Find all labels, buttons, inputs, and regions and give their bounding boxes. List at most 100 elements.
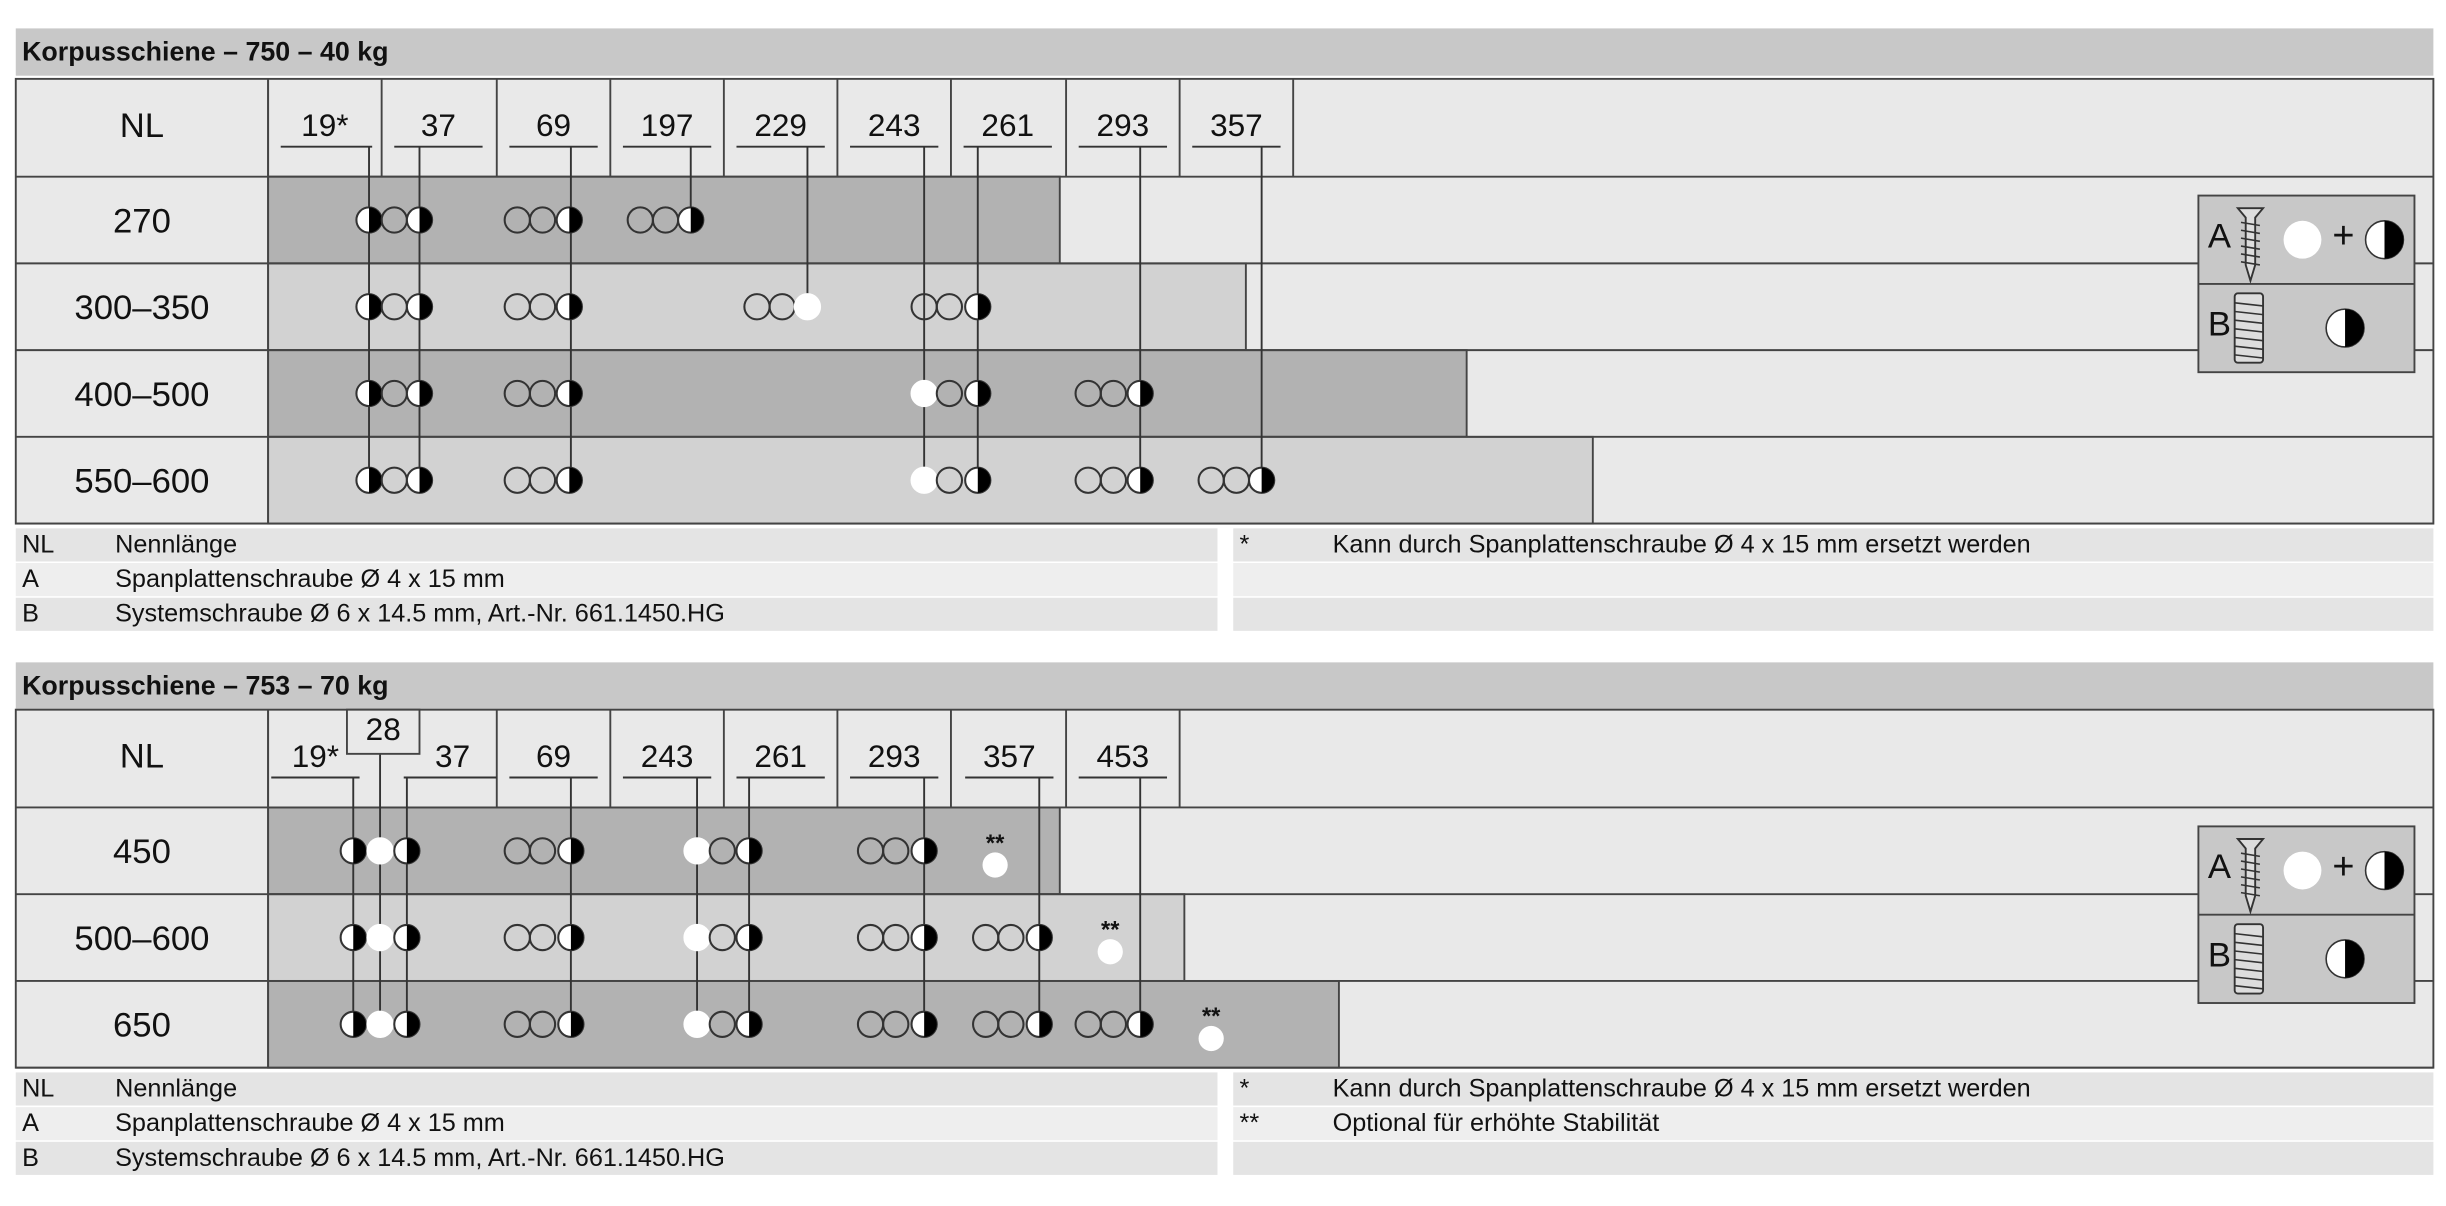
note-bg: [15, 597, 1218, 631]
hole: [882, 837, 910, 865]
hole: [683, 837, 711, 865]
legend-a: A: [2208, 217, 2232, 255]
screw-icon: [2235, 838, 2266, 915]
hole-half: [369, 380, 382, 407]
column-label: 261: [754, 738, 807, 774]
screw-icon: [2235, 207, 2266, 285]
section-title: Korpusschiene – 750 – 40 kg: [22, 37, 388, 67]
screw-thread: [2240, 852, 2261, 858]
legend-half: [2384, 851, 2404, 890]
hole: [528, 293, 557, 321]
note-text: Kann durch Spanplattenschraube Ø 4 x 15 …: [1333, 1074, 2031, 1102]
hole: [366, 1010, 394, 1038]
note-text: Kann durch Spanplattenschraube Ø 4 x 15 …: [1333, 530, 2031, 558]
hole: [366, 923, 394, 952]
screw-thread: [2234, 950, 2264, 955]
hole: [1099, 1010, 1128, 1038]
hole-half: [569, 380, 582, 407]
note-bg: [15, 528, 1218, 562]
screw-thread: [2234, 984, 2264, 990]
column-label: 69: [536, 738, 571, 774]
note-key: NL: [22, 1074, 54, 1102]
rail-bar: [267, 175, 1061, 265]
note-bg: [1233, 1072, 2434, 1106]
note-text: Optional für erhöhte Stabilität: [1333, 1109, 1660, 1137]
note-key: A: [22, 565, 39, 593]
hole-half: [570, 838, 584, 864]
hole-half: [369, 207, 382, 233]
note-bg: [15, 1107, 1218, 1141]
legend-plus: +: [2332, 215, 2354, 257]
hole: [528, 379, 557, 408]
screw-thread: [2240, 868, 2261, 873]
column-label: 243: [868, 107, 921, 143]
hole: [1097, 939, 1123, 965]
header-label: NL: [120, 107, 164, 145]
hole-half: [977, 294, 991, 320]
column-label: 357: [1210, 107, 1263, 143]
hole-half: [924, 1011, 937, 1037]
legend-half: [2345, 309, 2364, 347]
note-bg: [1233, 528, 2434, 562]
note-bg: [1233, 1107, 2434, 1141]
hole: [910, 379, 938, 408]
row-label: 650: [113, 1007, 171, 1045]
note-key: *: [1240, 530, 1250, 558]
note-key: B: [22, 600, 39, 628]
hole-half: [369, 467, 382, 493]
screw-thread: [2234, 941, 2264, 947]
note-bg: [15, 1072, 1218, 1106]
hole: [708, 837, 736, 865]
row-label: 500–600: [74, 920, 209, 958]
row-label: 270: [113, 202, 171, 240]
screw-thread: [2234, 319, 2264, 325]
screw-thread: [2240, 860, 2261, 866]
screw-thread: [2234, 345, 2264, 351]
hole: [683, 923, 711, 952]
column-label: 453: [1097, 738, 1150, 774]
column-label: 28: [366, 711, 401, 747]
screw-thread: [2234, 976, 2264, 981]
hole: [882, 923, 910, 952]
note-bg: [1233, 597, 2434, 631]
hole-half: [1140, 1011, 1153, 1037]
column-label: 357: [983, 738, 1036, 774]
column-label: 293: [1097, 107, 1150, 143]
hole-half: [419, 294, 433, 320]
hole-half: [924, 924, 937, 951]
note-text: Spanplattenschraube Ø 4 x 15 mm: [115, 1109, 505, 1137]
hole: [935, 293, 964, 321]
title-bar: [15, 662, 2434, 710]
note-key: A: [22, 1109, 39, 1137]
hole-half: [690, 207, 704, 233]
legend-hole: [2283, 851, 2322, 890]
hole: [528, 1010, 557, 1038]
hole-half: [419, 467, 433, 493]
hole-half: [419, 207, 433, 233]
hole-half: [1039, 924, 1052, 951]
screw-thread: [2234, 958, 2264, 964]
hole-half: [749, 924, 762, 951]
hole-half: [419, 380, 433, 407]
legend-half: [2384, 220, 2404, 259]
hole: [1099, 466, 1128, 494]
screw-thread: [2234, 354, 2264, 359]
hole: [528, 206, 557, 234]
hole-half: [977, 467, 991, 493]
rail-bar: [267, 979, 1340, 1069]
hole-half: [353, 1011, 366, 1037]
note-key: NL: [22, 530, 54, 558]
hole-half: [749, 838, 762, 864]
hole-half: [569, 467, 582, 493]
hole-half: [977, 380, 991, 407]
hole-half: [369, 294, 382, 320]
hole: [882, 1010, 910, 1038]
screw-thread: [2240, 229, 2261, 235]
hole: [528, 837, 557, 865]
row-label: 300–350: [74, 289, 209, 327]
hole-half: [353, 838, 366, 864]
note-key: **: [1240, 1109, 1260, 1137]
column-label: 261: [981, 107, 1034, 143]
screw-icon: [2233, 292, 2265, 364]
